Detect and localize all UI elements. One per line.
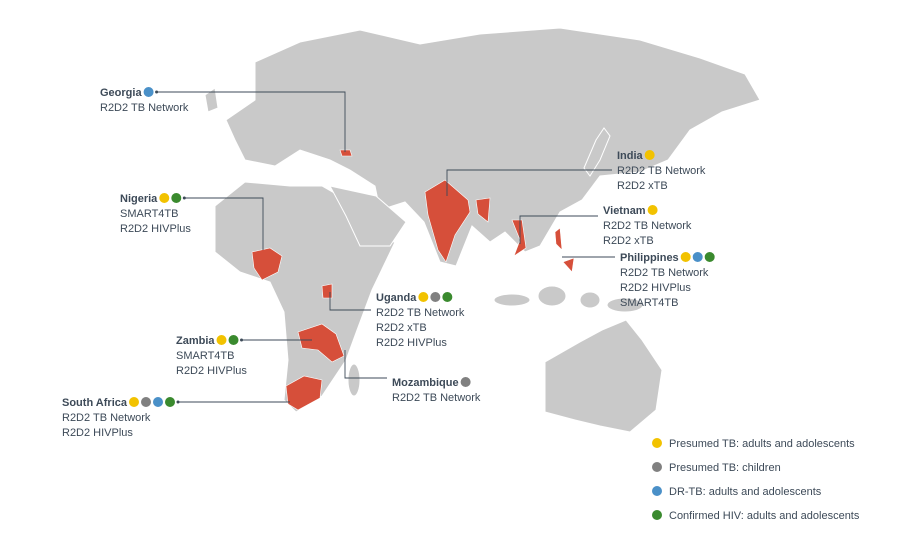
study-name: R2D2 TB Network	[392, 392, 481, 404]
country-name: Georgia	[100, 87, 142, 99]
marker-dot	[228, 335, 239, 345]
marker-dot	[153, 397, 163, 407]
country-label: Uganda R2D2 TB Network R2D2 xTB R2D2 HIVPlu…	[329, 292, 465, 349]
legend-label: Confirmed HIV: adults and adolescents	[669, 510, 860, 522]
legend-dot	[652, 510, 662, 520]
country-name: Vietnam	[603, 205, 646, 217]
study-name: R2D2 xTB	[617, 180, 668, 192]
country-name: Nigeria	[120, 193, 158, 205]
leader-line	[519, 215, 598, 244]
marker-dot	[165, 397, 175, 407]
marker-dot	[129, 397, 139, 407]
country-name: Mozambique	[392, 377, 459, 389]
country-label: Vietnam R2D2 TB Network R2D2 xTB	[519, 205, 692, 247]
country-name: Philippines	[620, 252, 679, 264]
leader-line	[446, 169, 612, 196]
marker-dot	[704, 252, 715, 262]
land	[204, 27, 761, 433]
marker-dot	[680, 252, 691, 262]
marker-dot	[442, 292, 453, 302]
study-name: SMART4TB	[620, 297, 678, 309]
legend-label: DR-TB: adults and adolescents	[669, 486, 822, 498]
country-label: Mozambique R2D2 TB Network	[344, 350, 481, 404]
marker-dot	[692, 252, 703, 262]
leader-line	[329, 292, 371, 311]
legend: Presumed TB: adults and adolescents Presu…	[652, 438, 860, 522]
marker-dot	[143, 87, 154, 97]
legend-dot	[652, 438, 662, 448]
marker-dot	[647, 205, 658, 215]
study-name: R2D2 xTB	[603, 235, 654, 247]
study-name: R2D2 HIVPlus	[62, 427, 133, 439]
leader-line	[156, 91, 346, 152]
study-name: R2D2 HIVPlus	[376, 337, 447, 349]
study-name: R2D2 TB Network	[376, 307, 465, 319]
country-name: Uganda	[376, 292, 417, 304]
legend-dot	[652, 486, 662, 496]
country-name: South Africa	[62, 397, 128, 409]
highlighted-countries	[251, 149, 575, 411]
marker-dot	[216, 335, 227, 345]
study-name: SMART4TB	[120, 208, 178, 220]
country-label: Philippines R2D2 TB Network R2D2 HIVPlus SM…	[562, 252, 715, 309]
marker-dot	[141, 397, 151, 407]
country-name: India	[617, 150, 644, 162]
study-name: R2D2 HIVPlus	[176, 365, 247, 377]
study-name: SMART4TB	[176, 350, 234, 362]
study-name: R2D2 HIVPlus	[620, 282, 691, 294]
country-label: South Africa R2D2 TB Network R2D2 HIVPlus	[62, 397, 290, 439]
leader-line	[344, 350, 387, 379]
legend-label: Presumed TB: adults and adolescents	[669, 438, 855, 450]
study-name: R2D2 HIVPlus	[120, 223, 191, 235]
study-name: R2D2 TB Network	[62, 412, 151, 424]
marker-dot	[418, 292, 429, 302]
study-name: R2D2 TB Network	[620, 267, 709, 279]
marker-dot	[460, 377, 471, 387]
country-label: Zambia SMART4TB R2D2 HIVPlus	[176, 335, 312, 377]
labels: Georgia R2D2 TB Network Nigeria SMART4TB R2D…	[62, 87, 715, 439]
marker-dot	[171, 193, 182, 203]
study-name: R2D2 TB Network	[603, 220, 692, 232]
study-name: R2D2 TB Network	[100, 102, 189, 114]
marker-dot	[430, 292, 441, 302]
legend-label: Presumed TB: children	[669, 462, 781, 474]
marker-dot	[644, 150, 655, 160]
study-name: R2D2 TB Network	[617, 165, 706, 177]
country-label: Nigeria SMART4TB R2D2 HIVPlus	[120, 193, 264, 250]
leader-line	[184, 197, 264, 250]
legend-dot	[652, 462, 662, 472]
country-label: India R2D2 TB Network R2D2 xTB	[446, 150, 706, 196]
country-label: Georgia R2D2 TB Network	[100, 87, 346, 152]
study-name: R2D2 xTB	[376, 322, 427, 334]
marker-dot	[159, 193, 170, 203]
country-name: Zambia	[176, 335, 215, 347]
